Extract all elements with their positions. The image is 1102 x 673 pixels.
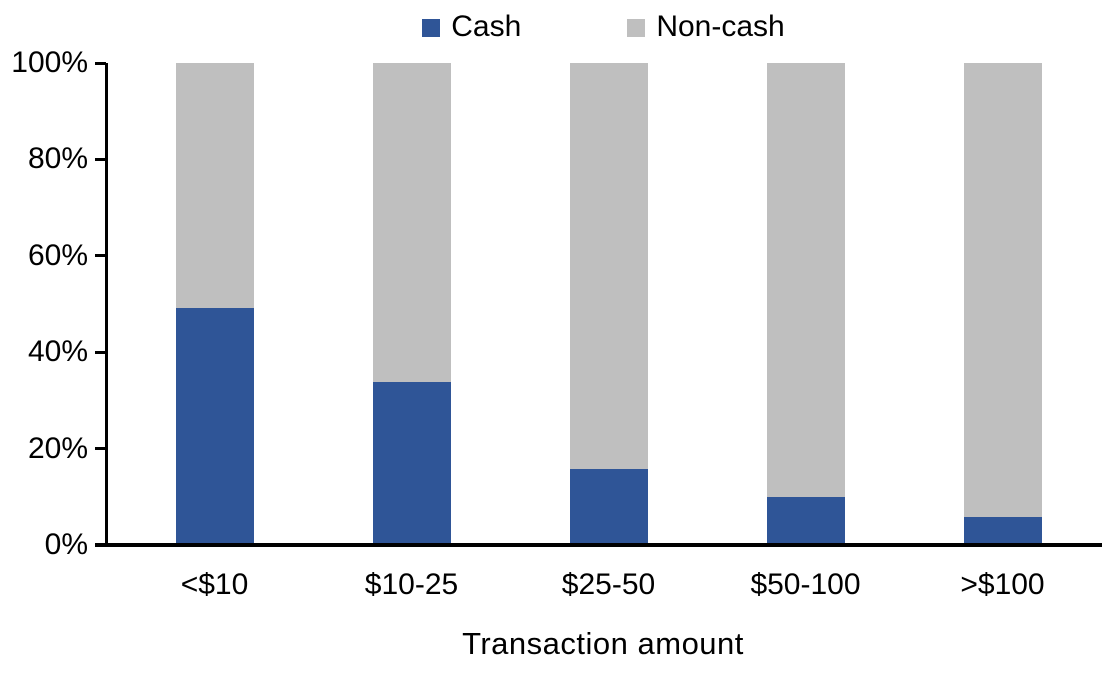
y-tick-label-80: 80% — [27, 142, 88, 176]
segment-cash-$50-100 — [766, 497, 845, 543]
x-axis-title: Transaction amount — [462, 626, 744, 661]
bar-$25-50 — [569, 63, 648, 543]
segment-non-cash->$100 — [963, 63, 1042, 517]
x-axis-line — [95, 543, 1102, 547]
y-tick-20 — [95, 447, 106, 451]
segment-cash->$100 — [963, 516, 1042, 543]
cash-legend-swatch — [422, 19, 441, 37]
bar-$50-100 — [766, 63, 845, 543]
segment-non-cash-$50-100 — [766, 63, 845, 498]
legend-item-cash: Cash — [422, 10, 521, 44]
y-tick-label-60: 60% — [27, 238, 88, 272]
segment-non-cash-$25-50 — [569, 63, 648, 469]
x-tick-label-$50-100: $50-100 — [750, 568, 861, 601]
legend-label-non-cash: Non-cash — [656, 10, 785, 43]
segment-cash-$10-25 — [372, 382, 451, 543]
plot-area — [105, 63, 1102, 543]
y-tick-100 — [95, 61, 106, 65]
bar-$10-25 — [372, 63, 451, 543]
bar-<$10 — [175, 63, 254, 543]
y-tick-40 — [95, 350, 106, 354]
y-tick-label-20: 20% — [27, 431, 88, 465]
y-tick-label-0: 0% — [44, 528, 88, 561]
y-tick-80 — [95, 157, 106, 161]
y-tick-60 — [95, 254, 106, 258]
segment-cash-<$10 — [175, 307, 254, 543]
legend-label-cash: Cash — [451, 10, 522, 43]
segment-non-cash-$10-25 — [372, 63, 451, 383]
x-tick-label-$25-50: $25-50 — [561, 568, 656, 601]
x-tick-label-<$10: <$10 — [180, 568, 249, 601]
chart-legend: Cash Non-cash — [105, 10, 1102, 44]
segment-non-cash-<$10 — [175, 63, 254, 308]
x-tick-label-$10-25: $10-25 — [364, 568, 459, 601]
segment-cash-$25-50 — [569, 468, 648, 543]
y-tick-label-40: 40% — [27, 335, 88, 369]
legend-item-non-cash: Non-cash — [627, 10, 785, 44]
y-tick-0 — [95, 543, 106, 547]
bar->$100 — [963, 63, 1042, 543]
y-tick-label-100: 100% — [11, 46, 88, 79]
x-tick-label->$100: >$100 — [960, 568, 1045, 601]
non-cash-legend-swatch — [627, 19, 646, 37]
